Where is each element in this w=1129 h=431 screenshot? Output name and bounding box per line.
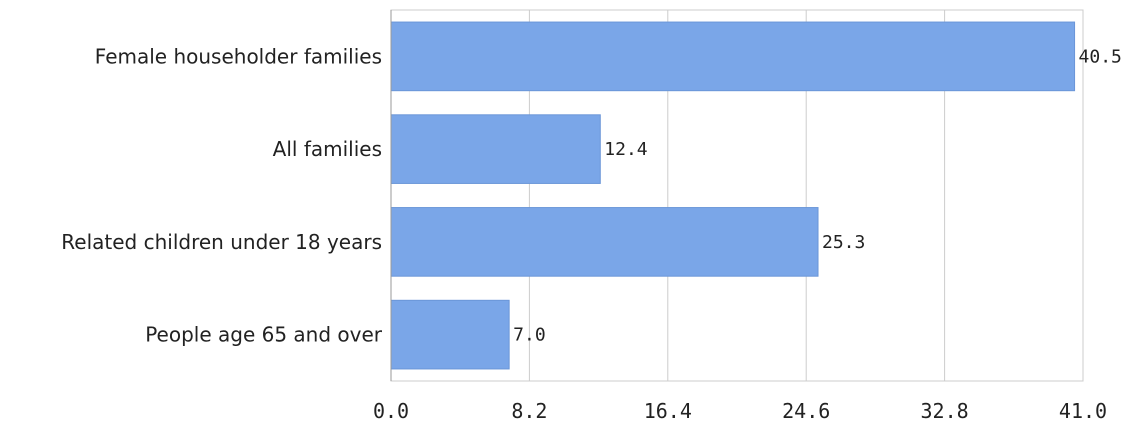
x-tick-label: 32.8 — [921, 399, 969, 423]
data-label: 25.3 — [822, 232, 865, 253]
bar — [390, 207, 819, 277]
bars — [390, 21, 1076, 370]
bar — [390, 21, 1076, 92]
category-label: Female householder families — [95, 44, 382, 68]
data-label: 7.0 — [513, 325, 546, 346]
category-label: Related children under 18 years — [61, 230, 382, 254]
x-tick-label: 16.4 — [644, 399, 692, 423]
x-tick-label: 41.0 — [1059, 399, 1107, 423]
bar — [390, 114, 601, 184]
axes — [390, 9, 1084, 382]
bar — [390, 299, 510, 370]
data-label: 12.4 — [604, 139, 647, 160]
x-tick-label: 8.2 — [511, 399, 547, 423]
x-tick-label: 24.6 — [782, 399, 830, 423]
category-label: All families — [273, 137, 382, 161]
data-label: 40.5 — [1079, 46, 1122, 67]
labels: 0.0 8.2 16.4 24.6 32.8 41.0 Female householder… — [61, 44, 1122, 423]
category-label: People age 65 and over — [145, 323, 383, 347]
x-tick-label: 0.0 — [373, 399, 409, 423]
